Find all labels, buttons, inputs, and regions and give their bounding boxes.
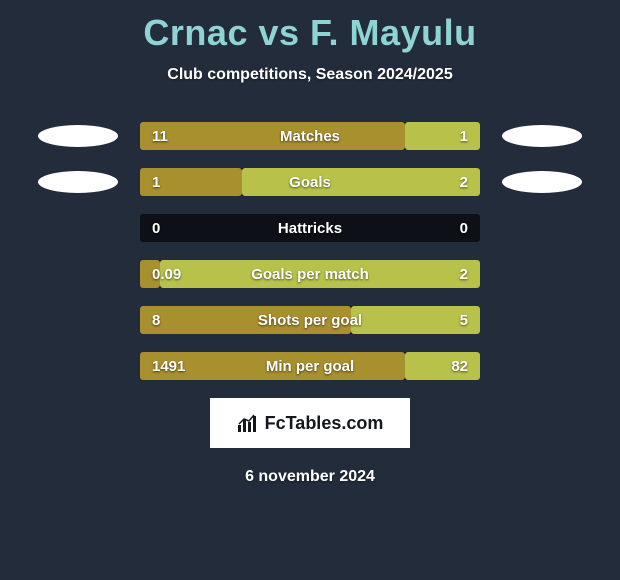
stat-row: 0.092Goals per match [0,260,620,288]
stat-value-left: 1 [152,168,160,196]
stat-row: 12Goals [0,168,620,196]
stat-bar-right [405,122,480,150]
logo-text: FcTables.com [265,413,384,434]
stat-bar-right [242,168,480,196]
stat-label: Hattricks [140,214,480,242]
stat-bar: 0.092Goals per match [140,260,480,288]
vs-label: vs [258,12,299,53]
player1-name: Crnac [143,12,248,53]
badge-placeholder [38,355,118,377]
stat-bar: 85Shots per goal [140,306,480,334]
badge-placeholder [502,263,582,285]
stat-row: 85Shots per goal [0,306,620,334]
badge-placeholder [502,217,582,239]
stat-value-right: 2 [460,168,468,196]
stat-bar-left [140,122,405,150]
player2-badge [502,171,582,193]
stat-bar: 12Goals [140,168,480,196]
badge-placeholder [38,217,118,239]
player2-name: F. Mayulu [310,12,477,53]
badge-placeholder [38,263,118,285]
stat-value-right: 5 [460,306,468,334]
stat-bar: 149182Min per goal [140,352,480,380]
player2-badge [502,125,582,147]
chart-icon [237,413,259,433]
stat-value-right: 1 [460,122,468,150]
stat-value-left: 11 [152,122,168,150]
comparison-title: Crnac vs F. Mayulu [0,0,620,54]
stat-value-left: 1491 [152,352,185,380]
footer-date: 6 november 2024 [0,468,620,486]
fctables-logo[interactable]: FcTables.com [210,398,410,448]
stat-value-left: 0.09 [152,260,181,288]
stat-row: 111Matches [0,122,620,150]
stat-value-left: 8 [152,306,160,334]
badge-placeholder [38,309,118,331]
stats-container: 111Matches12Goals00Hattricks0.092Goals p… [0,122,620,380]
stat-bar: 111Matches [140,122,480,150]
player1-badge [38,171,118,193]
player1-badge [38,125,118,147]
badge-placeholder [502,355,582,377]
badge-placeholder [502,309,582,331]
stat-value-left: 0 [152,214,160,242]
stat-bar-right [160,260,480,288]
stat-value-right: 2 [460,260,468,288]
stat-bar-left [140,306,351,334]
stat-bar: 0 0Hattricks [140,214,480,242]
stat-row: 0 0Hattricks [0,214,620,242]
stat-value-right: 0 [460,214,468,242]
subtitle: Club competitions, Season 2024/2025 [0,66,620,84]
stat-value-right: 82 [451,352,468,380]
stat-bar-right [405,352,480,380]
stat-row: 149182Min per goal [0,352,620,380]
